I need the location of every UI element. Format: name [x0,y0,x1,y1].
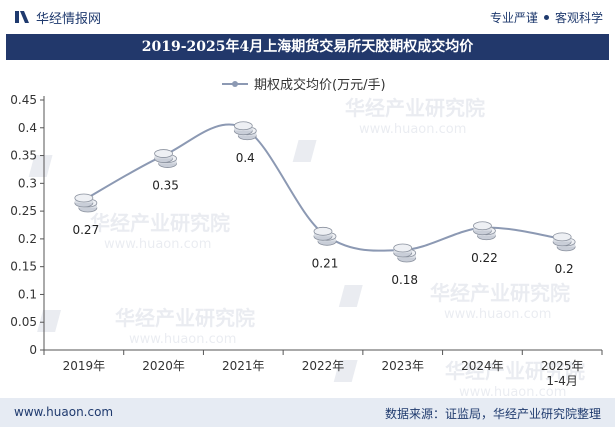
y-tick-label: 0 [29,343,37,357]
top-bar: 华经情报网 专业严谨 客观科学 [0,0,615,34]
coin-top [552,232,572,242]
legend-marker [232,81,238,87]
watermark: 华经产业研究院 www.huaon.com [333,359,585,398]
y-tick-label: 0.1 [18,287,37,301]
site-logo[interactable]: 华经情报网 [14,8,102,27]
footer: www.huaon.com 数据来源：证监局，华经产业研究院整理 [0,398,615,427]
watermark: 华经产业研究院 www.huaon.com [292,96,485,162]
data-point[interactable] [233,121,257,141]
x-tick-label: 2025年 [541,359,584,373]
y-tick-label: 0.2 [18,232,37,246]
coin-top [393,243,413,253]
y-tick-label: 0.25 [10,204,37,218]
watermark-text: 华经产业研究院 [430,281,570,305]
watermark-layer: 华经产业研究院 www.huaon.com 华经产业研究院 www.huaon.com… [28,96,585,398]
coin-top [313,226,333,236]
watermark: 华经产业研究院 www.huaon.com [37,306,255,347]
watermark-url: www.huaon.com [129,332,236,347]
coin-top [233,121,253,131]
x-tick-label: 2019年 [63,359,106,373]
coin-top [473,221,492,231]
watermark-shape [28,155,53,177]
data-point[interactable] [393,243,417,263]
data-label: 0.4 [236,151,255,165]
separator-dot [543,15,549,20]
y-tick-label: 0.45 [10,93,37,107]
legend-label: 期权成交均价(万元/手) [254,77,386,93]
watermark-url: www.huaon.com [104,237,211,252]
data-label: 0.35 [152,179,179,193]
y-tick-label: 0.4 [18,121,37,135]
watermark-shape [292,140,317,162]
watermark: 华经产业研究院 www.huaon.com [338,281,570,322]
watermark-text: 华经产业研究院 [345,96,485,120]
watermark-url: www.huaon.com [444,307,551,322]
footer-website[interactable]: www.huaon.com [14,405,114,419]
data-point[interactable] [74,193,98,213]
data-point[interactable] [313,226,337,246]
data-label: 0.22 [471,251,498,265]
watermark-text: 华经产业研究院 [90,211,230,235]
x-tick-label: 2021年 [222,359,265,373]
footer-source: 数据来源：证监局，华经产业研究院整理 [384,407,601,421]
chart-title: 2019-2025年4月上海期货交易所天胶期权成交均价 [6,34,609,60]
data-label: 0.21 [312,256,339,270]
y-tick-label: 0.15 [10,260,37,274]
watermark-shape [338,285,363,307]
watermark-text: 华经产业研究院 [115,306,255,330]
x-tick-label: 2024年 [461,359,504,373]
watermark: 华经产业研究院 www.huaon.com [28,155,230,252]
data-label: 0.2 [555,262,574,276]
series-layer: 0.27 0.35 0.4 0.21 0.18 0.22 0.2 [72,121,576,287]
x-tick-label: 2020年 [142,359,185,373]
slogan-tag-1: 专业严谨 [489,11,538,25]
watermark-shape [37,310,62,332]
y-tick-label: 0.05 [10,315,37,329]
x-tick-label: 1-4月 [546,374,578,388]
data-point[interactable] [154,149,177,168]
site-name: 华经情报网 [36,11,102,27]
legend: 期权成交均价(万元/手) [222,77,386,93]
line-chart: 华经产业研究院 www.huaon.com 华经产业研究院 www.huaon.com… [10,77,603,398]
watermark-url: www.huaon.com [459,385,566,398]
coin-top [154,149,173,158]
slogan-tag-2: 客观科学 [554,11,603,25]
y-tick-label: 0.35 [10,149,37,163]
slogan: 专业严谨 客观科学 [490,9,603,26]
data-label: 0.27 [72,223,99,237]
watermark-shape [333,360,358,382]
x-tick-label: 2022年 [302,359,345,373]
data-point[interactable] [473,221,496,241]
watermark-text: 华经产业研究院 [445,359,585,383]
data-point[interactable] [552,232,576,252]
coin-top [74,193,94,203]
watermark-url: www.huaon.com [359,122,466,137]
logo-icon [15,11,29,23]
data-label: 0.18 [391,273,418,287]
axes: 0 0.05 0.1 0.15 0.2 0.25 0.3 0.35 0.4 0.45 2019年 20… [10,93,603,388]
x-tick-label: 2023年 [381,359,424,373]
y-tick-label: 0.3 [18,176,37,190]
